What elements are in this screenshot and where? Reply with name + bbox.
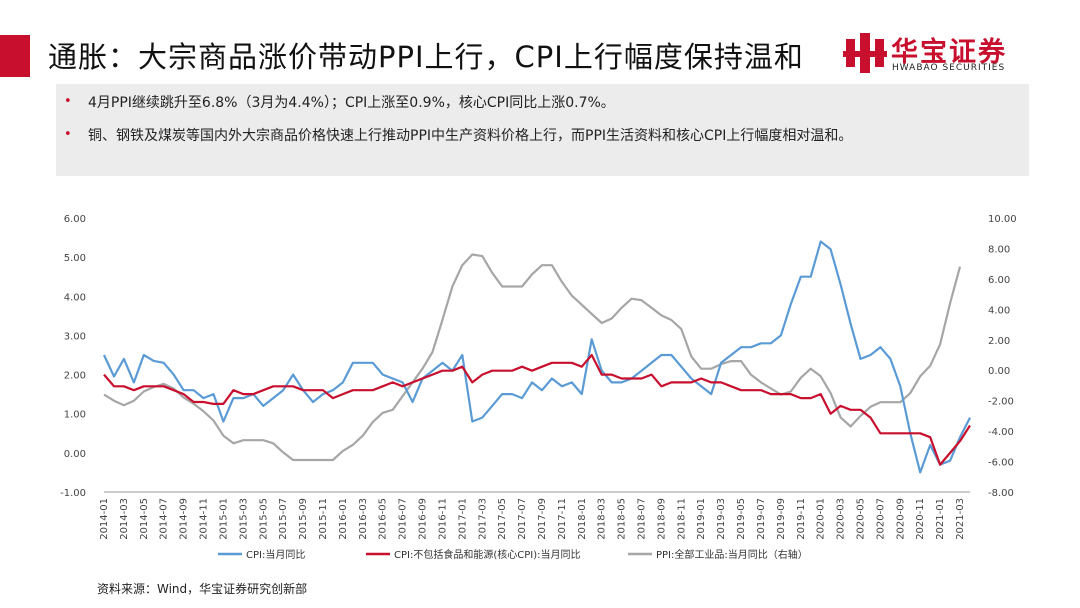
source-note: 资料来源：Wind，华宝证券研究创新部 <box>97 582 308 596</box>
left-tick-label: 0.00 <box>64 449 86 460</box>
x-tick-label: 2019-05 <box>736 498 747 540</box>
x-tick-label: 2018-09 <box>656 498 667 540</box>
left-axis: 6.00 5.00 4.00 3.00 2.00 1.00 0.00 -1.00 <box>60 214 86 499</box>
left-tick-label: 4.00 <box>64 292 86 303</box>
right-tick-label: 8.00 <box>988 244 1010 255</box>
x-tick-label: 2020-01 <box>816 498 827 540</box>
bullet-marker: • <box>64 94 72 109</box>
x-tick-label: 2019-11 <box>796 498 807 540</box>
x-tick-label: 2020-11 <box>915 498 926 540</box>
inflation-chart: 6.00 5.00 4.00 3.00 2.00 1.00 0.00 -1.00 10.00 8… <box>60 214 1017 561</box>
x-tick-label: 2015-03 <box>238 498 249 540</box>
x-tick-label: 2014-09 <box>179 498 190 540</box>
logo-text-cn: 华宝证券 <box>891 37 1007 68</box>
x-tick-label: 2019-01 <box>696 498 707 540</box>
right-tick-label: 10.00 <box>988 214 1017 225</box>
x-tick-label: 2016-11 <box>437 498 448 540</box>
x-tick-label: 2020-07 <box>875 498 886 540</box>
x-tick-label: 2015-07 <box>278 498 289 540</box>
legend: CPI:当月同比 CPI:不包括食品和能源(核心CPI):当月同比 PPI:全部工业… <box>218 548 808 561</box>
x-tick-label: 2020-09 <box>895 498 906 540</box>
right-tick-label: 2.00 <box>988 336 1010 347</box>
x-tick-label: 2015-05 <box>258 498 269 540</box>
legend-label: CPI:当月同比 <box>246 548 305 561</box>
summary-box: • 4月PPI继续跳升至6.8%（3月为4.4%）；CPI上涨至0.9%，核心C… <box>56 84 1029 176</box>
x-tick-label: 2018-01 <box>577 498 588 540</box>
x-tick-label: 2014-05 <box>139 498 150 540</box>
x-tick-label: 2014-11 <box>199 498 210 540</box>
logo-text-en: HWABAO SECURITIES <box>892 63 1006 73</box>
bullet-marker: • <box>64 127 72 142</box>
x-tick-label: 2015-09 <box>298 498 309 540</box>
x-tick-label: 2015-11 <box>318 498 329 540</box>
left-tick-label: 2.00 <box>64 371 86 382</box>
right-tick-label: -2.00 <box>988 397 1014 408</box>
left-tick-label: 6.00 <box>64 214 86 225</box>
x-tick-label: 2016-05 <box>378 498 389 540</box>
right-axis: 10.00 8.00 6.00 4.00 2.00 0.00 -2.00 -4.00 -6.00… <box>988 214 1017 499</box>
logo-mark-icon <box>843 33 887 73</box>
series-line-2 <box>103 353 971 466</box>
x-tick-label: 2017-01 <box>457 498 468 540</box>
x-tick-label: 2021-01 <box>935 498 946 540</box>
x-tick-label: 2014-03 <box>119 498 130 540</box>
x-tick-label: 2017-11 <box>557 498 568 540</box>
x-tick-label: 2016-09 <box>418 498 429 540</box>
x-tick-label: 2019-09 <box>776 498 787 540</box>
right-tick-label: -6.00 <box>988 458 1014 469</box>
series-layer <box>103 240 971 474</box>
x-tick-label: 2014-07 <box>159 498 170 540</box>
right-tick-label: 6.00 <box>988 275 1010 286</box>
legend-label: PPI:全部工业品:当月同比（右轴） <box>656 548 808 561</box>
right-tick-label: -4.00 <box>988 427 1014 438</box>
legend-label: CPI:不包括食品和能源(核心CPI):当月同比 <box>394 548 580 561</box>
left-tick-label: 5.00 <box>64 253 86 264</box>
x-tick-label: 2020-03 <box>836 498 847 540</box>
right-tick-label: 0.00 <box>988 366 1010 377</box>
x-tick-label: 2017-03 <box>477 498 488 540</box>
x-tick-label: 2017-05 <box>497 498 508 540</box>
x-tick-label: 2014-01 <box>99 498 110 540</box>
x-tick-label: 2016-01 <box>338 498 349 540</box>
x-tick-label: 2021-03 <box>955 498 966 540</box>
x-tick-label: 2016-03 <box>358 498 369 540</box>
right-tick-label: 4.00 <box>988 305 1010 316</box>
x-tick-label: 2016-07 <box>398 498 409 540</box>
x-axis: 2014-01 2014-03 2014-05 2014-07 2014-09 2014-… <box>99 491 970 540</box>
x-tick-label: 2017-07 <box>517 498 528 540</box>
x-tick-label: 2020-05 <box>856 498 867 540</box>
series-line-1 <box>103 240 971 474</box>
summary-bullet-1: 4月PPI继续跳升至6.8%（3月为4.4%）；CPI上涨至0.9%，核心CPI… <box>88 95 615 111</box>
left-tick-label: 3.00 <box>64 331 86 342</box>
x-tick-label: 2018-11 <box>676 498 687 540</box>
x-tick-label: 2018-05 <box>617 498 628 540</box>
summary-bullet-2: 铜、钢铁及煤炭等国内外大宗商品价格快速上行推动PPI中生产资料价格上行，而PPI… <box>88 128 853 144</box>
x-tick-label: 2019-03 <box>716 498 727 540</box>
left-tick-label: 1.00 <box>64 410 86 421</box>
x-tick-label: 2018-07 <box>637 498 648 540</box>
page-title: 通胀：大宗商品涨价带动PPI上行，CPI上行幅度保持温和 <box>48 40 804 74</box>
x-tick-label: 2019-07 <box>756 498 767 540</box>
series-line-3 <box>103 253 962 462</box>
company-logo: 华宝证券 HWABAO SECURITIES <box>843 31 1043 79</box>
x-tick-label: 2015-01 <box>218 498 229 540</box>
x-tick-label: 2018-03 <box>597 498 608 540</box>
left-tick-label: -1.00 <box>60 488 86 499</box>
right-tick-label: -8.00 <box>988 488 1014 499</box>
x-tick-label: 2017-09 <box>537 498 548 540</box>
title-accent-bar <box>0 35 30 77</box>
